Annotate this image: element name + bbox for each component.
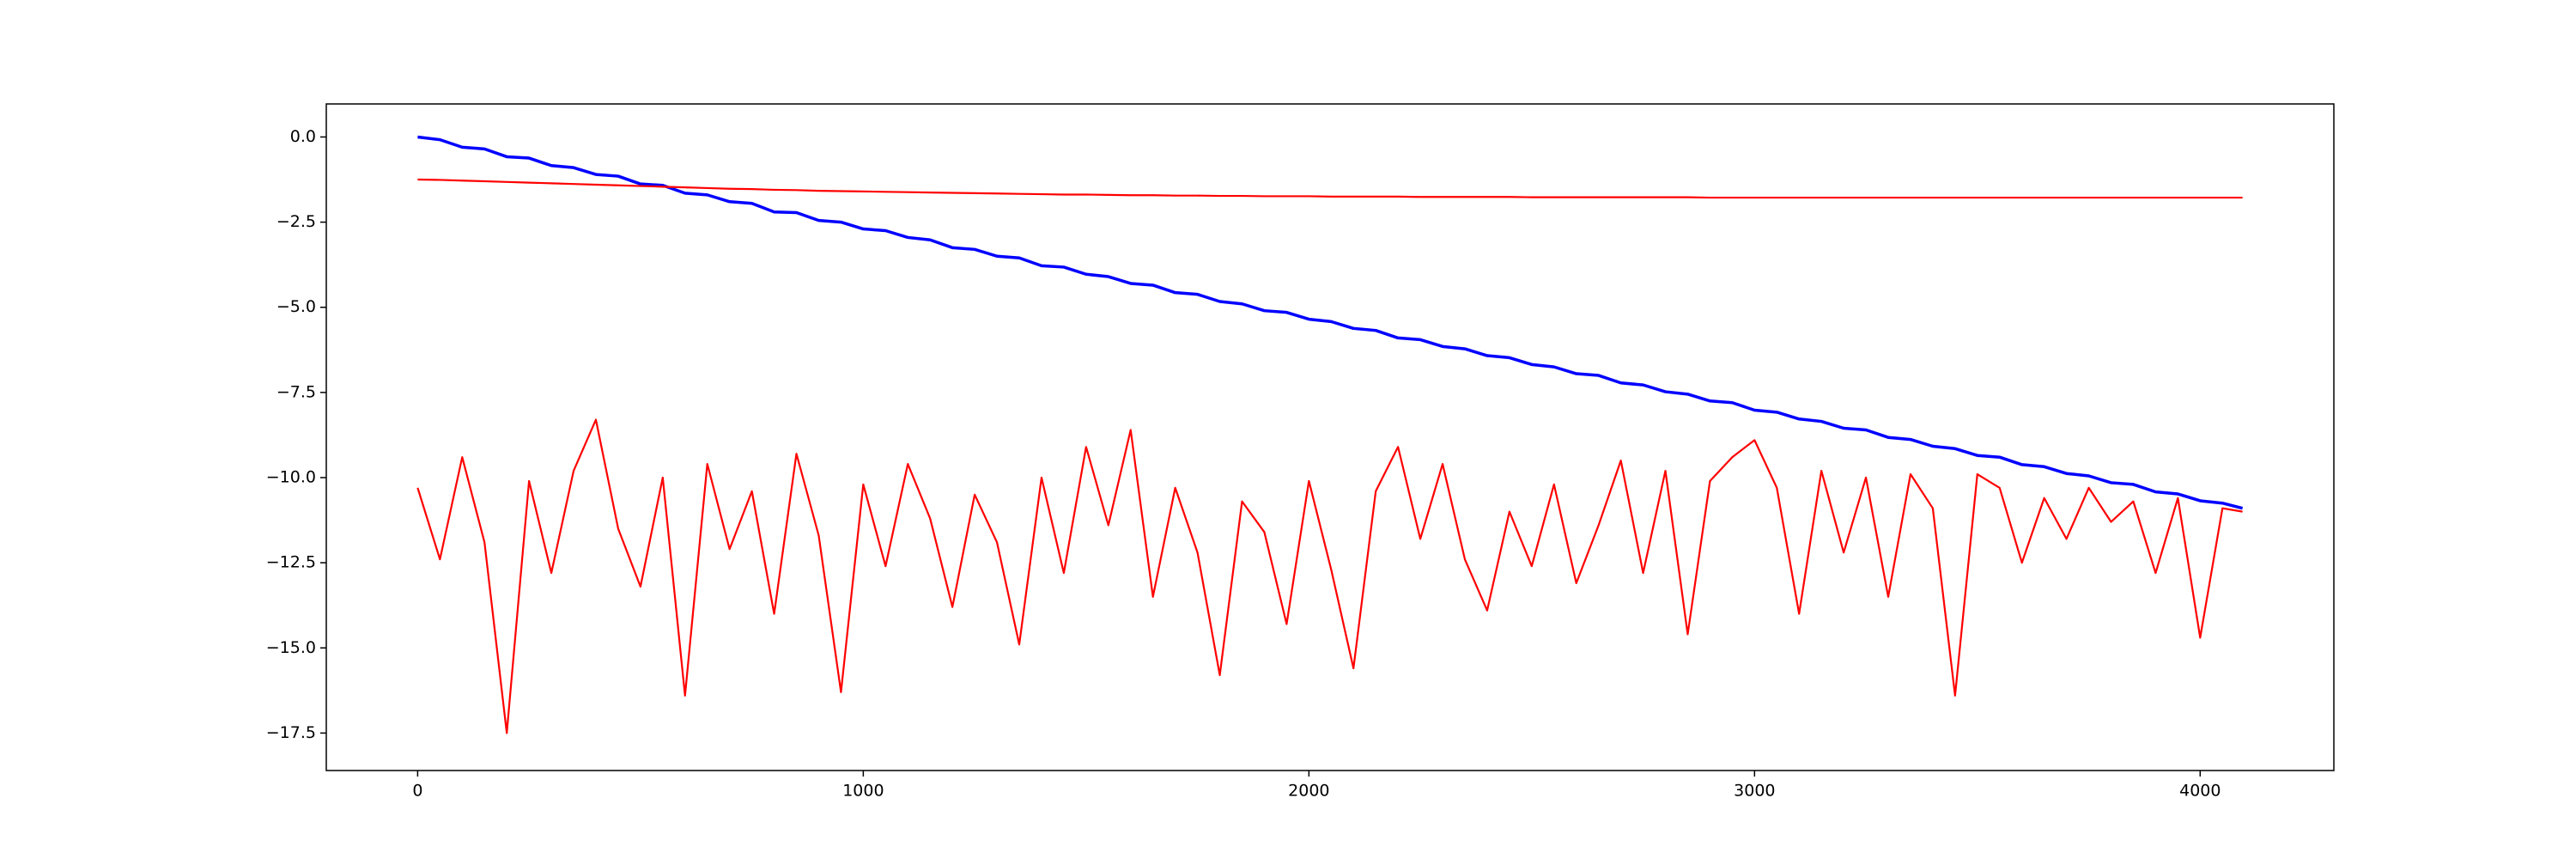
series-line bbox=[417, 178, 2243, 199]
y-tick-label: −15.0 bbox=[266, 638, 316, 657]
y-tick-label: 0.0 bbox=[290, 127, 316, 146]
y-tick-label: −12.5 bbox=[266, 553, 316, 572]
x-tick-label: 2000 bbox=[1288, 782, 1329, 801]
y-tick-label: −17.5 bbox=[266, 723, 316, 742]
series-line bbox=[416, 418, 2243, 734]
x-tick-label: 0 bbox=[412, 782, 422, 801]
y-tick-label: −7.5 bbox=[276, 382, 316, 401]
y-tick-label: −2.5 bbox=[276, 212, 316, 231]
plot-frame bbox=[325, 103, 2335, 771]
y-tick-label: −10.0 bbox=[266, 467, 316, 486]
x-tick-label: 3000 bbox=[1734, 782, 1775, 801]
series-line bbox=[417, 135, 2244, 510]
x-tick-label: 1000 bbox=[842, 782, 884, 801]
y-tick-label: −5.0 bbox=[276, 297, 316, 316]
x-tick-label: 4000 bbox=[2179, 782, 2221, 801]
